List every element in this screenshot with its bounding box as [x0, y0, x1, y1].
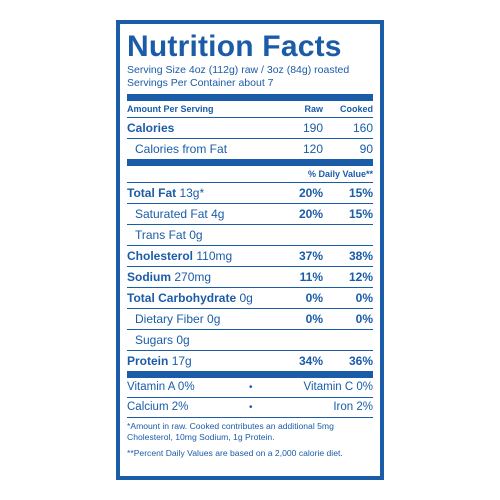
- nutrient-amount: 13g*: [179, 186, 205, 200]
- nutrient-amount: 4g: [211, 207, 225, 221]
- footnote-raw-line1: *Amount in raw. Cooked contributes an ad…: [127, 421, 334, 431]
- vitamin-row: Vitamin A 0% • Vitamin C 0%: [127, 378, 373, 398]
- nutrient-amount: 270mg: [174, 270, 212, 284]
- vitamin-row: Calcium 2% • Iron 2%: [127, 398, 373, 417]
- amount-header-row: Amount Per Serving Raw Cooked: [127, 101, 373, 118]
- nutrient-raw: 37%: [298, 249, 323, 263]
- calories-fat-raw: 120: [302, 142, 323, 156]
- calories-fat-cooked: 90: [359, 142, 373, 156]
- footnote-daily-value: **Percent Daily Values are based on a 2,…: [127, 448, 343, 458]
- dv-header: % Daily Value**: [307, 169, 373, 179]
- nutrient-row: Trans Fat 0g: [127, 225, 373, 246]
- nutrient-row: Sugars 0g: [127, 330, 373, 351]
- serving-size: Serving Size 4oz (112g) raw / 3oz (84g) …: [127, 64, 350, 76]
- nutrient-raw: 34%: [298, 354, 323, 368]
- footnote-raw-line2: Cholesterol, 10mg Sodium, 1g Protein.: [127, 432, 275, 442]
- nutrient-raw: 11%: [299, 270, 323, 284]
- calories-fat-label: Calories from Fat: [135, 142, 228, 156]
- nutrient-cooked: 15%: [348, 186, 373, 200]
- nutrient-name: Total Fat: [127, 186, 177, 200]
- nutrient-row: Sodium 270mg 11% 12%: [127, 267, 373, 288]
- nutrient-amount: 0g: [207, 312, 221, 326]
- nutrient-row: Total Fat 13g* 20% 15%: [127, 183, 373, 204]
- vitamin-left: Vitamin A 0%: [127, 381, 195, 393]
- calories-fat-row: Calories from Fat 120 90: [127, 139, 373, 159]
- bullet-dot: •: [249, 382, 253, 393]
- nutrition-facts-panel: Nutrition Facts Serving Size 4oz (112g) …: [116, 20, 384, 480]
- nutrient-cooked: 15%: [348, 207, 373, 221]
- thick-divider-3: [127, 371, 373, 378]
- nutrient-amount: 0g: [239, 291, 253, 305]
- servings-per-container: Servings Per Container about 7: [127, 77, 274, 89]
- nutrient-raw: 20%: [298, 186, 323, 200]
- calories-cooked: 160: [352, 121, 373, 135]
- calories-row: Calories 190 160: [127, 118, 373, 139]
- dv-header-row: % Daily Value**: [127, 166, 373, 183]
- thick-divider: [127, 94, 373, 101]
- nutrient-cooked: 36%: [348, 354, 373, 368]
- nutrient-name: Dietary Fiber: [135, 312, 204, 326]
- nutrient-row: Dietary Fiber 0g 0% 0%: [127, 309, 373, 330]
- bullet-dot: •: [249, 402, 253, 413]
- calories-raw: 190: [302, 121, 323, 135]
- nutrient-row: Cholesterol 110mg 37% 38%: [127, 246, 373, 267]
- nutrient-name: Saturated Fat: [135, 207, 208, 221]
- thin-divider: [127, 417, 373, 418]
- panel-title: Nutrition Facts: [127, 30, 342, 63]
- nutrient-amount: 17g: [171, 354, 192, 368]
- nutrient-amount: 0g: [189, 228, 203, 242]
- nutrient-name: Sugars: [135, 333, 174, 347]
- nutrient-cooked: 0%: [355, 291, 373, 305]
- nutrient-raw: 0%: [305, 291, 323, 305]
- nutrient-name: Cholesterol: [127, 249, 194, 263]
- nutrient-name: Trans Fat: [135, 228, 186, 242]
- vitamin-left: Calcium 2%: [127, 401, 189, 413]
- nutrient-name: Total Carbohydrate: [127, 291, 237, 305]
- nutrient-row: Protein 17g 34% 36%: [127, 351, 373, 371]
- nutrient-cooked: 38%: [348, 249, 373, 263]
- nutrient-name: Protein: [127, 354, 169, 368]
- nutrient-cooked: 12%: [348, 270, 373, 284]
- col-raw-header: Raw: [304, 104, 323, 114]
- thick-divider-2: [127, 159, 373, 166]
- col-cooked-header: Cooked: [339, 104, 373, 114]
- amount-header: Amount Per Serving: [127, 104, 214, 114]
- nutrient-amount: 0g: [176, 333, 190, 347]
- nutrient-name: Sodium: [127, 270, 171, 284]
- nutrient-row: Total Carbohydrate 0g 0% 0%: [127, 288, 373, 309]
- vitamin-right: Iron 2%: [333, 401, 373, 413]
- nutrient-raw: 0%: [305, 312, 323, 326]
- nutrient-raw: 20%: [298, 207, 323, 221]
- calories-label: Calories: [127, 121, 175, 135]
- nutrient-row: Saturated Fat 4g 20% 15%: [127, 204, 373, 225]
- nutrient-amount: 110mg: [196, 249, 233, 263]
- vitamin-right: Vitamin C 0%: [303, 381, 373, 393]
- nutrient-cooked: 0%: [355, 312, 373, 326]
